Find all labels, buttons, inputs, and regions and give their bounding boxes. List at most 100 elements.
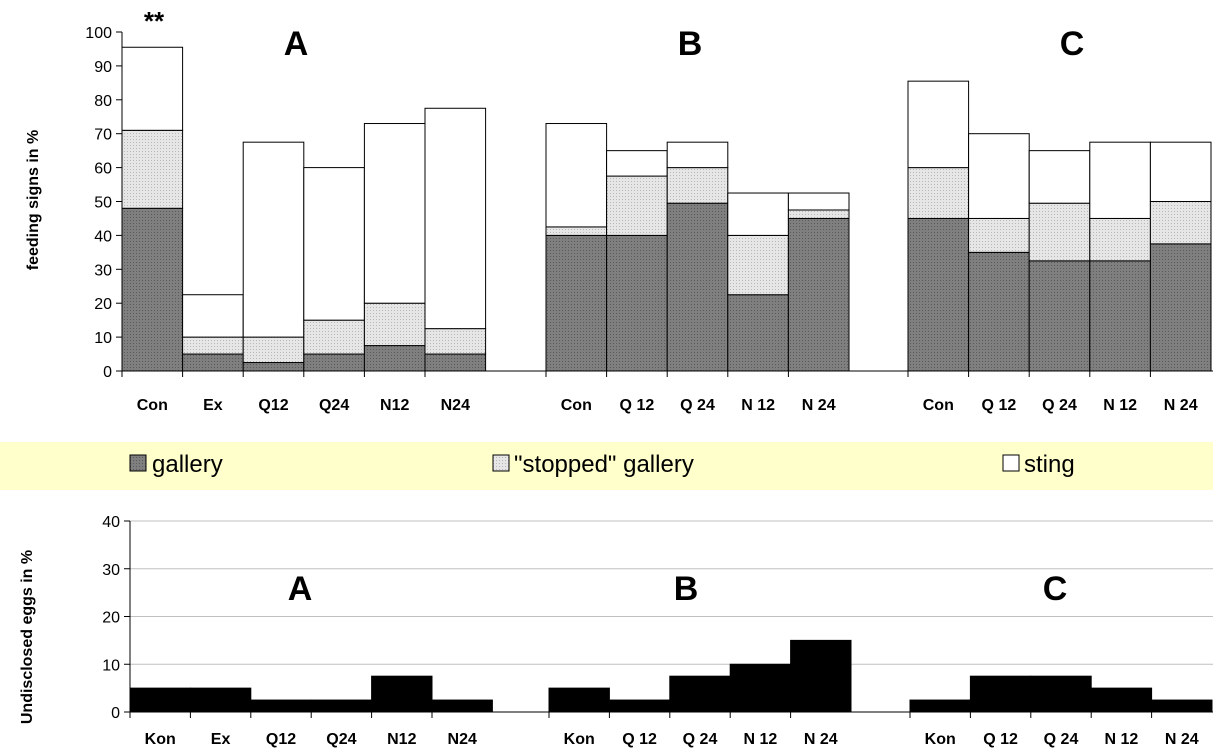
bar-b-q-24-gallery [666,202,729,372]
bar-a-q12-sting [242,141,305,338]
bar-a-q12-stopped-gallery [242,336,305,364]
top-y-tick-label: 10 [94,330,112,347]
bar-c-con-sting [907,80,970,169]
legend-swatch-stopped-gallery [492,454,510,472]
bar-a-n12-sting [363,123,426,304]
bottom-group-label-c: C [1043,570,1068,608]
bar-c-n-24-gallery [1149,243,1212,372]
top-y-tick-label: 30 [94,262,112,279]
bottom-y-tick-label: 0 [111,705,120,722]
top-y-tick-label: 100 [85,25,112,42]
egg-bar-c-q-24 [1030,675,1092,713]
bottom-y-tick-label: 30 [102,562,120,579]
bottom-category-label: N 12 [744,731,778,748]
top-group-label-b: B [678,25,703,63]
bottom-group-label-b: B [674,570,699,608]
legend-label-gallery: gallery [152,451,223,478]
bar-b-q-24-stopped-gallery [666,167,729,204]
undisclosed-eggs-chart: Undisclosed eggs in % 0 10 20 30 40 Kon Ex Q12… [19,514,1213,748]
bottom-category-label: Kon [145,731,176,748]
bar-a-q24-sting [303,167,365,321]
egg-bar-a-q12 [250,699,312,713]
egg-bar-a-n12 [371,675,433,713]
top-y-tick-label: 0 [103,364,112,381]
legend-label-stopped-gallery: "stopped" gallery [514,451,694,478]
bar-c-con-stopped-gallery [907,167,970,219]
egg-bar-a-kon [129,687,191,713]
top-category-label: Con [923,397,954,414]
bar-c-q-12-sting [968,133,1030,219]
bar-b-n-12-stopped-gallery [727,234,789,296]
egg-bar-c-q-12 [969,675,1032,713]
top-y-tick-label: 90 [94,59,112,76]
bottom-y-tick-label: 40 [102,514,120,531]
top-y-tick-label: 40 [94,228,112,245]
bar-c-n-12-sting [1089,141,1151,219]
egg-bar-b-q-24 [669,675,731,713]
top-category-label: Q 12 [982,397,1017,414]
top-bars [121,46,1212,372]
bar-b-n-24-gallery [787,217,850,372]
bar-a-ex-stopped-gallery [182,336,244,355]
bar-b-con-gallery [545,234,608,372]
top-category-label: Q12 [258,397,288,414]
top-group-labels: A B C [284,25,1085,63]
bar-a-n12-stopped-gallery [363,302,426,347]
egg-bar-b-n-24 [790,639,852,713]
bottom-category-label: Q24 [326,731,356,748]
bar-b-n-12-sting [727,192,789,236]
bottom-group-labels: A B C [288,570,1068,608]
top-category-label: N 12 [1103,397,1137,414]
bar-b-n-12-gallery [727,294,789,372]
bottom-category-label: Kon [925,731,956,748]
legend-item-gallery: gallery [129,451,223,478]
bottom-category-label: N24 [448,731,477,748]
bar-a-con-stopped-gallery [121,129,184,209]
bar-b-con-stopped-gallery [545,226,608,236]
top-y-axis-label: feeding signs in % [25,130,42,270]
bottom-category-label: N 12 [1105,731,1139,748]
bar-c-con-gallery [907,217,970,372]
top-group-label-a: A [284,25,309,63]
bar-b-q-12-stopped-gallery [606,175,668,236]
bottom-y-tick-label: 10 [102,657,120,674]
bar-c-n-12-gallery [1089,260,1151,372]
bar-b-n-24-stopped-gallery [787,209,850,219]
bottom-category-label: Kon [564,731,595,748]
bar-c-q-24-gallery [1028,260,1091,372]
bar-c-n-24-sting [1149,141,1212,203]
egg-bar-a-n24 [431,699,493,713]
bottom-group-label-a: A [288,570,313,608]
bottom-category-label: Q 24 [1044,731,1079,748]
egg-bar-b-n-12 [729,663,792,713]
legend-item-stopped-gallery: "stopped" gallery [492,451,694,478]
egg-bar-c-n-24 [1151,699,1213,713]
bar-a-n24-stopped-gallery [424,328,487,355]
bar-a-q24-stopped-gallery [303,319,365,355]
bar-b-q-12-sting [606,150,668,177]
egg-bar-b-kon [548,687,610,713]
bar-a-n24-sting [424,107,487,330]
bottom-category-label: N 24 [804,731,838,748]
bottom-gridlines [130,520,1213,665]
top-category-label: N 12 [741,397,775,414]
bottom-y-tick-label: 20 [102,610,120,627]
egg-bar-a-ex [189,687,252,713]
bar-a-ex-gallery [182,353,244,372]
top-category-label: Q 24 [1042,397,1077,414]
top-category-label: N24 [441,397,470,414]
top-category-label: Q 24 [680,397,715,414]
bottom-category-label: Q 24 [683,731,718,748]
bottom-category-label: Q12 [266,731,296,748]
top-category-label: Q 12 [620,397,655,414]
egg-bar-c-n-12 [1090,687,1153,713]
bottom-category-label: Q 12 [983,731,1018,748]
bar-c-q-24-sting [1028,150,1091,204]
bottom-bars [129,639,1213,713]
bottom-y-axis-label: Undisclosed eggs in % [19,550,36,724]
bar-c-n-12-stopped-gallery [1089,217,1151,262]
top-y-tick-label: 50 [94,195,112,212]
bar-a-con-gallery [121,207,184,372]
top-category-labels: Con Ex Q12 Q24 N12 N24 Con Q 12 Q 24 N 12 N 24 Con Q… [121,371,1198,414]
